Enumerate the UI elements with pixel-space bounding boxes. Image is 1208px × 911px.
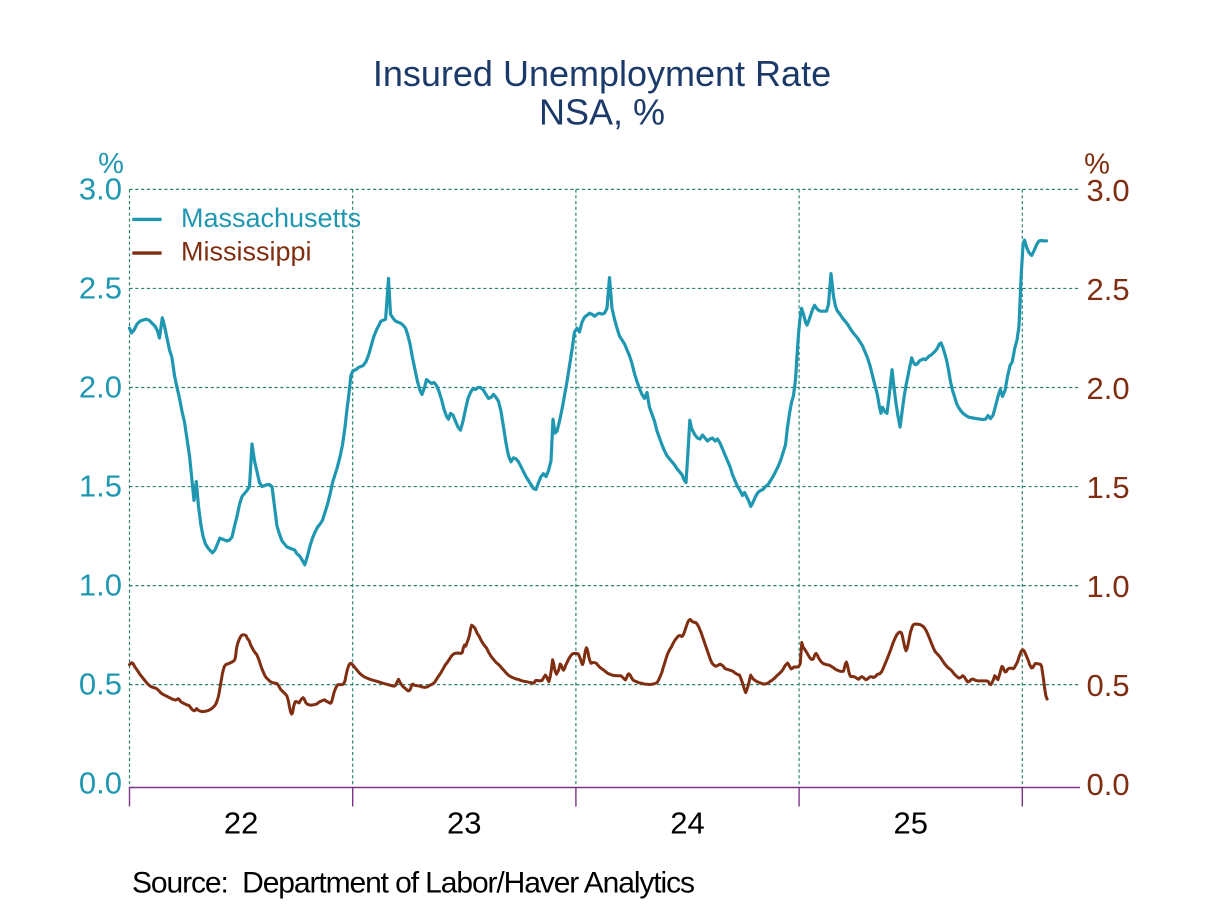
svg-text:2.0: 2.0	[1087, 371, 1130, 406]
svg-text:0.5: 0.5	[79, 667, 122, 702]
svg-text:1.5: 1.5	[1087, 470, 1130, 505]
svg-text:2.5: 2.5	[1087, 272, 1130, 307]
svg-text:0.0: 0.0	[1087, 767, 1130, 802]
svg-text:%: %	[98, 148, 124, 180]
svg-text:25: 25	[893, 806, 927, 841]
svg-text:3.0: 3.0	[1087, 173, 1130, 208]
svg-text:23: 23	[447, 806, 481, 841]
svg-text:3.0: 3.0	[79, 171, 122, 206]
svg-text:22: 22	[224, 806, 258, 841]
svg-text:Insured Unemployment Rate: Insured Unemployment Rate	[373, 53, 831, 94]
svg-text:NSA, %: NSA, %	[539, 92, 665, 133]
svg-text:0.5: 0.5	[1087, 668, 1130, 703]
svg-text:1.5: 1.5	[79, 469, 122, 504]
svg-text:Source: Department of Labor/H: Source: Department of Labor/Haver Analyt…	[132, 867, 694, 900]
svg-text:0.0: 0.0	[79, 766, 122, 801]
svg-text:1.0: 1.0	[79, 568, 122, 603]
svg-text:2.0: 2.0	[79, 370, 122, 405]
svg-text:%: %	[1084, 149, 1110, 181]
svg-text:2.5: 2.5	[79, 270, 122, 305]
svg-text:1.0: 1.0	[1087, 569, 1130, 604]
svg-text:Mississippi: Mississippi	[181, 237, 312, 267]
svg-text:24: 24	[670, 806, 704, 841]
svg-text:Massachusetts: Massachusetts	[181, 203, 361, 233]
